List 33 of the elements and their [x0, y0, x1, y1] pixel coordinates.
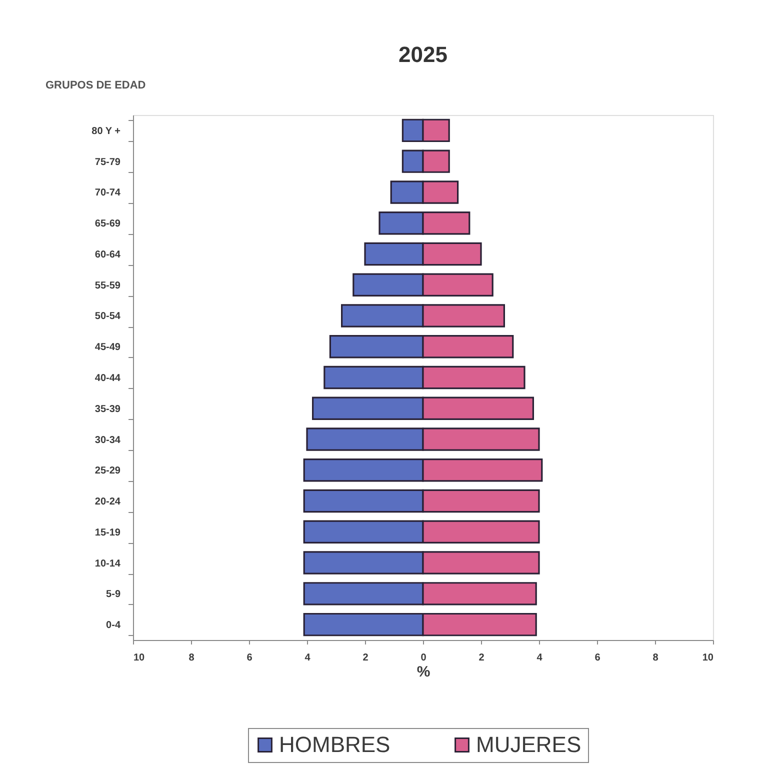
legend-label: HOMBRES	[279, 732, 390, 757]
y-tick-label: 0-4	[106, 620, 121, 632]
y-tick-label: 50-54	[94, 311, 121, 322]
x-axis-title: %	[416, 664, 430, 680]
legend-label: MUJERES	[476, 732, 582, 757]
y-tick-label: 25-29	[94, 466, 121, 477]
x-tick-label: 6	[594, 652, 601, 664]
y-tick-label: 20-24	[94, 496, 121, 508]
y-tick-label: 75-79	[94, 156, 121, 168]
y-tick-label: 15-19	[94, 527, 121, 538]
y-tick-label: 80 Y +	[92, 126, 121, 137]
x-tick-label: 8	[188, 652, 195, 664]
x-tick-label: 10	[134, 652, 146, 664]
y-tick-label: 45-49	[94, 342, 121, 354]
y-axis-title: GRUPOS DE EDAD	[46, 80, 146, 92]
y-tick-label: 10-14	[94, 558, 121, 570]
y-tick-label: 55-59	[94, 280, 121, 292]
x-tick-label: 4	[304, 652, 311, 664]
x-tick-label: 2	[478, 652, 485, 664]
x-tick-label: 4	[536, 652, 543, 664]
y-tick-label: 35-39	[94, 404, 121, 415]
x-tick-label: 10	[702, 652, 714, 664]
y-tick-label: 70-74	[94, 188, 121, 199]
x-tick-label: 2	[362, 652, 369, 664]
y-tick-label: 40-44	[94, 373, 121, 384]
y-tick-label: 60-64	[94, 249, 121, 260]
y-tick-label: 5-9	[106, 589, 121, 600]
x-tick-label: 6	[246, 652, 253, 664]
x-tick-label: 8	[652, 652, 659, 664]
y-tick-label: 30-34	[94, 434, 121, 446]
chart-title: 2025	[398, 42, 448, 67]
x-tick-label: 0	[420, 652, 427, 664]
y-tick-label: 65-69	[94, 218, 121, 230]
